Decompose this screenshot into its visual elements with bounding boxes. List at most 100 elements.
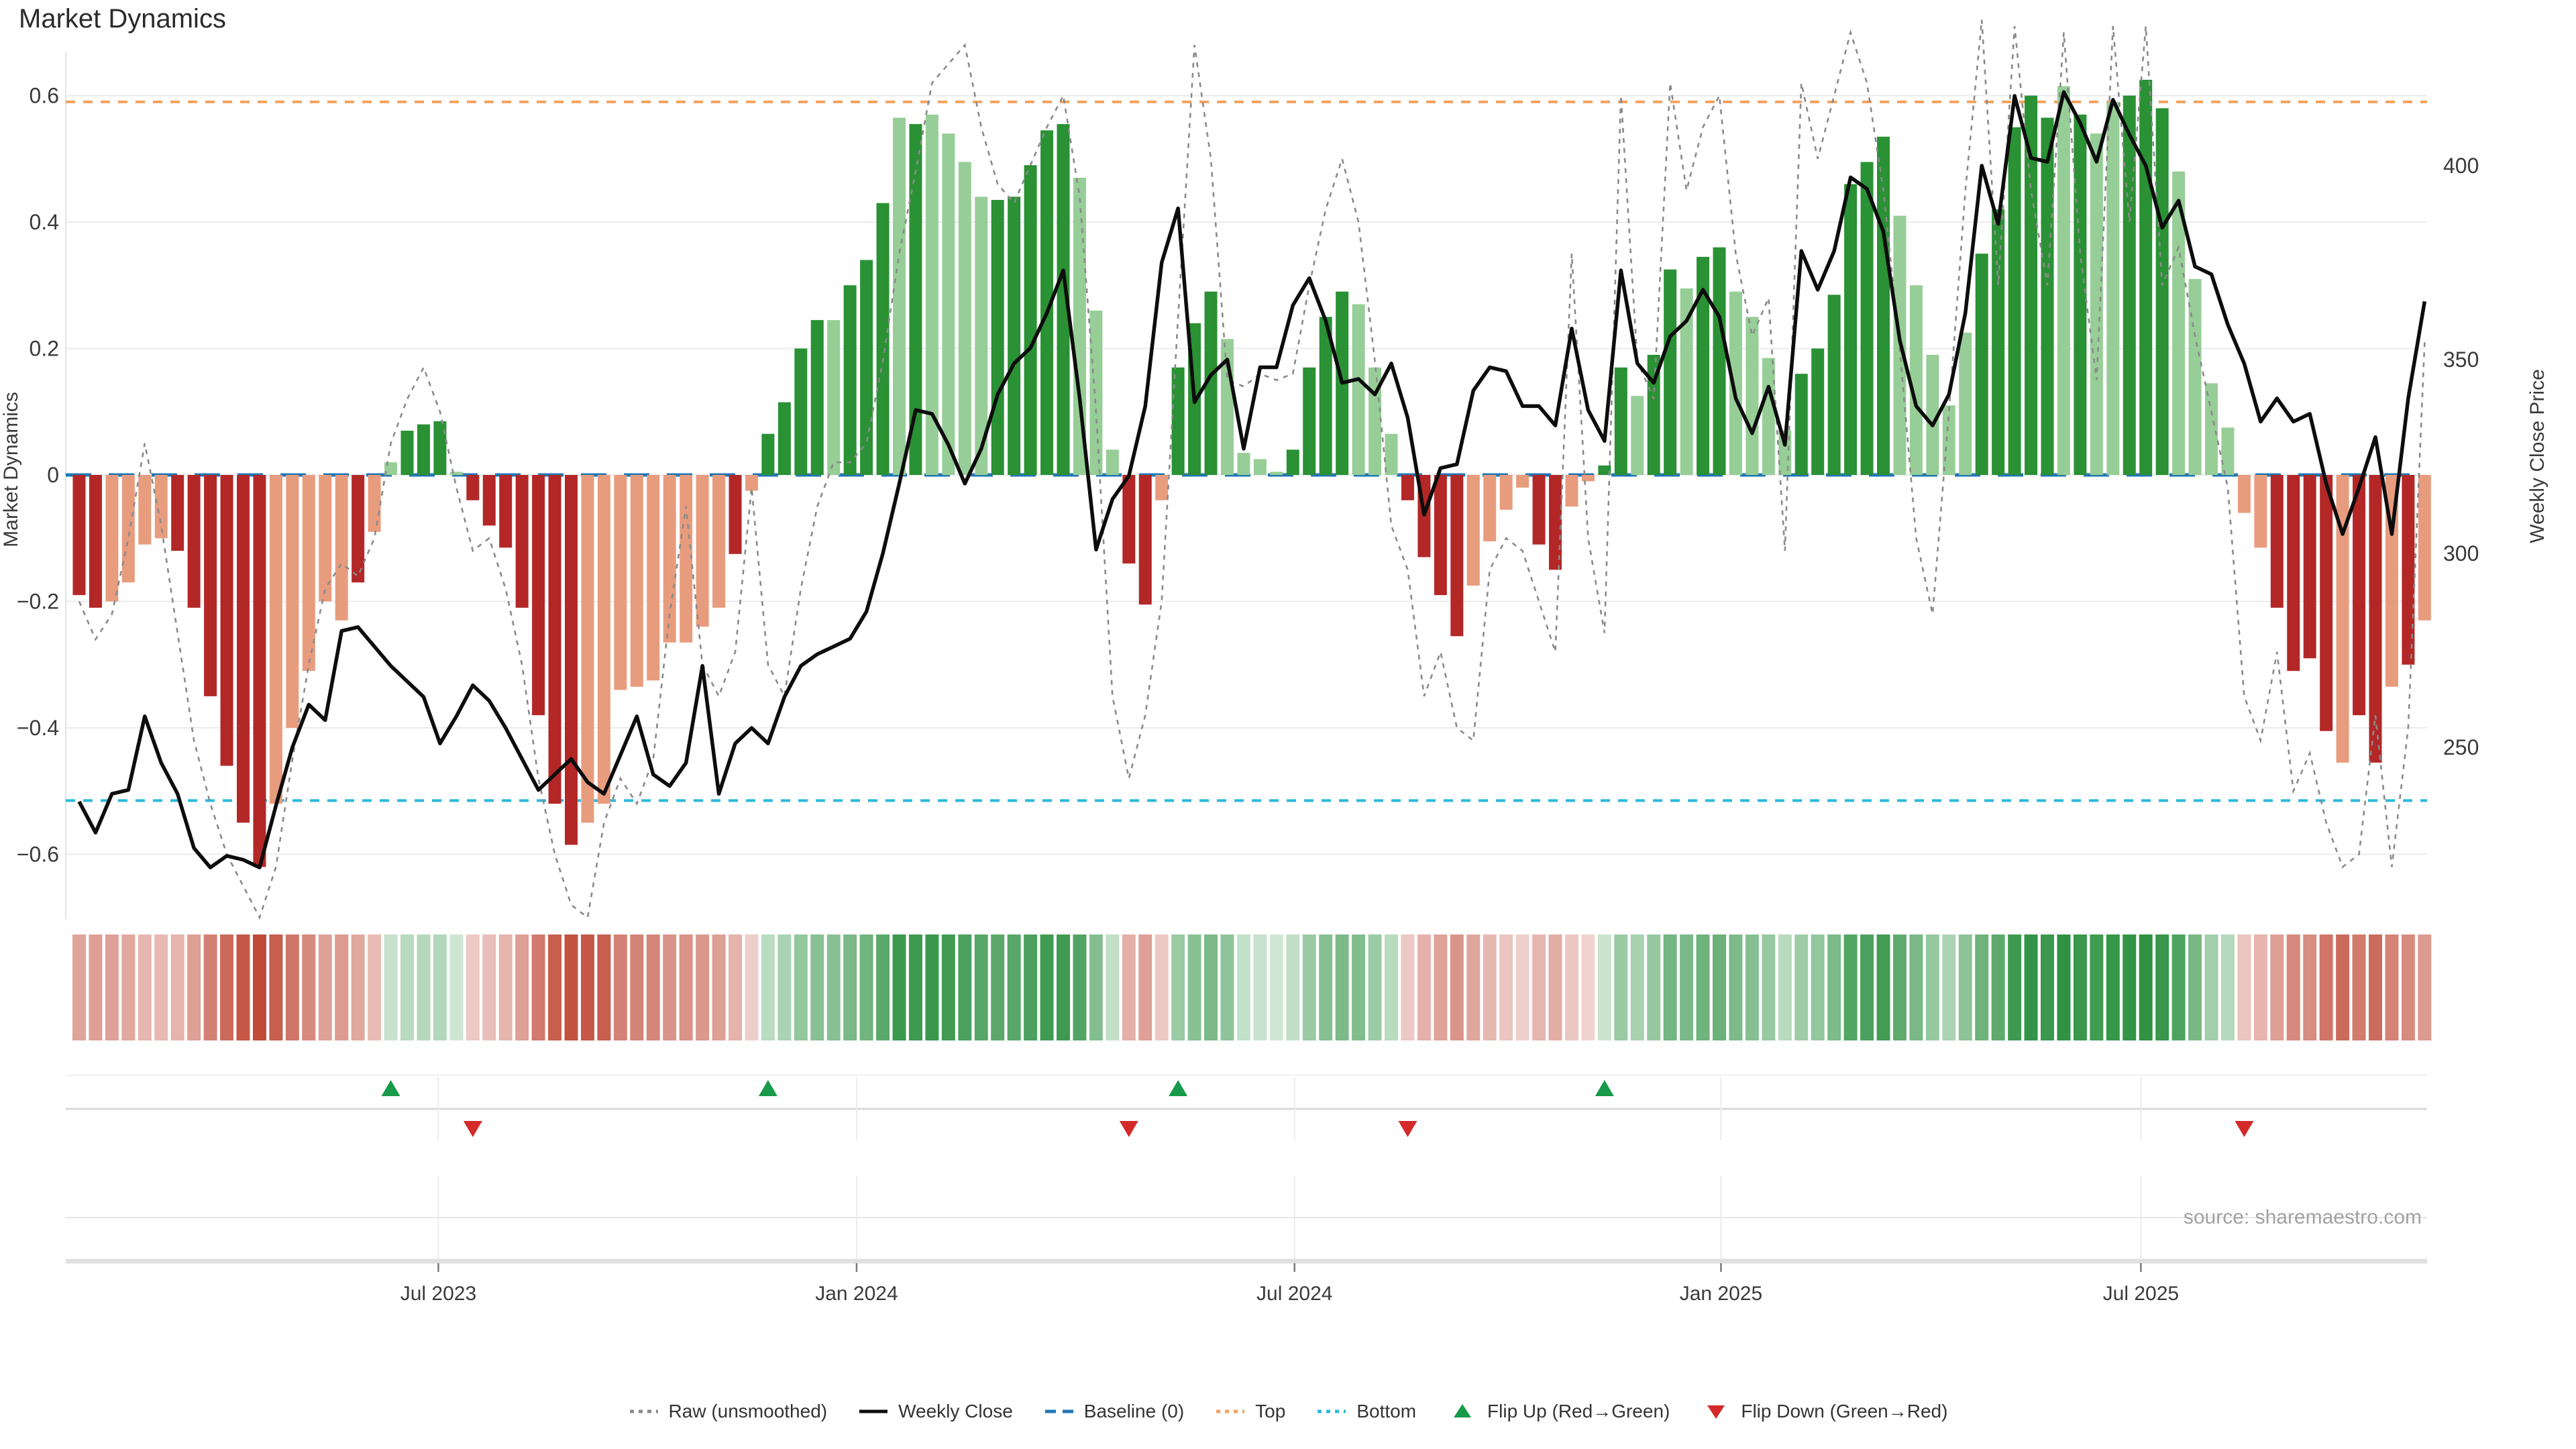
heatmap-cell xyxy=(1892,934,1907,1040)
heatmap-cell xyxy=(1499,934,1513,1040)
heatmap-cell xyxy=(1057,934,1070,1040)
dynamics-bar xyxy=(368,475,381,532)
dynamics-bar xyxy=(1286,449,1299,475)
heatmap-cell xyxy=(1417,934,1431,1040)
heatmap-cell xyxy=(712,934,726,1040)
dynamics-bar xyxy=(335,475,348,621)
heatmap-cell xyxy=(1729,934,1743,1040)
dynamics-bar xyxy=(2188,278,2202,475)
dynamics-bar xyxy=(1794,374,1808,475)
legend-item[interactable]: Flip Up (Red→Green) xyxy=(1447,1401,1670,1422)
dotted-line-icon xyxy=(1216,1409,1245,1413)
dynamics-bar xyxy=(1483,475,1497,541)
dynamics-bar xyxy=(1680,288,1693,475)
dynamics-bar xyxy=(2353,475,2366,716)
dynamics-bar xyxy=(860,260,873,475)
left-tick-label: −0.6 xyxy=(17,843,59,867)
heatmap-cell xyxy=(892,934,906,1040)
legend-item[interactable]: Bottom xyxy=(1316,1401,1416,1422)
flip-up-icon xyxy=(1454,1404,1472,1417)
heatmap-cell xyxy=(515,934,529,1040)
dynamics-bar xyxy=(548,475,561,804)
dynamics-bar xyxy=(630,475,643,687)
legend-item[interactable]: Flip Down (Green→Red) xyxy=(1701,1401,1947,1422)
dynamics-bar xyxy=(761,433,775,475)
heatmap-cell xyxy=(1548,934,1562,1040)
dynamics-bar xyxy=(975,197,988,475)
dynamics-bar xyxy=(515,475,529,608)
dynamics-bar xyxy=(1073,178,1086,475)
dynamics-bar xyxy=(1253,459,1267,475)
heatmap-cell xyxy=(2253,934,2267,1040)
dynamics-bar xyxy=(2418,475,2431,621)
heatmap-cell xyxy=(1975,934,1989,1040)
flip-down-marker xyxy=(463,1121,482,1137)
heatmap-cell xyxy=(1713,934,1726,1040)
right-axis-title: Weekly Close Price xyxy=(2526,369,2548,543)
heatmap-cell xyxy=(1597,934,1611,1040)
flip-up-marker xyxy=(758,1080,777,1096)
dynamics-bar xyxy=(1237,453,1250,475)
heatmap-cell xyxy=(1302,934,1316,1040)
heatmap-cell xyxy=(368,934,382,1040)
x-tick-label: Jul 2023 xyxy=(400,1283,476,1305)
dynamics-bar xyxy=(1516,475,1529,488)
heatmap-cell xyxy=(1909,934,1923,1040)
left-tick-label: 0.2 xyxy=(30,337,59,361)
legend-item[interactable]: Top xyxy=(1215,1401,1285,1422)
dynamics-bar xyxy=(597,475,610,804)
weekly-close-line xyxy=(77,90,2427,869)
dynamics-bar xyxy=(204,475,217,696)
heatmap-cell xyxy=(745,934,759,1040)
left-tick-label: 0 xyxy=(47,463,59,487)
legend-item[interactable]: Raw (unsmoothed) xyxy=(629,1401,828,1422)
flip-up-icon xyxy=(1454,1404,1472,1417)
dynamics-bar xyxy=(154,475,168,539)
dynamics-bar xyxy=(1664,269,1677,475)
legend-item[interactable]: Weekly Close xyxy=(858,1401,1013,1422)
dynamics-bar xyxy=(1827,294,1841,475)
legend-item[interactable]: Baseline (0) xyxy=(1044,1401,1184,1422)
dynamics-bar xyxy=(1385,433,1398,475)
legend-label: Raw (unsmoothed) xyxy=(668,1401,828,1421)
dynamics-bar xyxy=(433,421,447,475)
dynamics-bar xyxy=(1368,367,1382,475)
heatmap-cell xyxy=(1778,934,1792,1040)
heatmap-cell xyxy=(351,934,365,1040)
heatmap-cell xyxy=(89,934,103,1040)
heatmap-cell xyxy=(1236,934,1250,1040)
heatmap-cell xyxy=(580,934,594,1040)
dynamics-bar xyxy=(2237,475,2251,513)
dynamics-bar xyxy=(482,475,496,526)
heatmap-cell xyxy=(564,934,578,1040)
heatmap-cell xyxy=(1401,934,1415,1040)
heatmap-cell xyxy=(236,934,250,1040)
heatmap-cell xyxy=(729,934,742,1040)
dynamics-bar xyxy=(565,475,578,845)
dynamics-bar xyxy=(729,475,742,554)
heatmap-cell xyxy=(531,934,545,1040)
heatmap-cell xyxy=(252,934,266,1040)
dashed-line-icon xyxy=(1044,1409,1073,1413)
dynamics-bar xyxy=(1926,354,1939,475)
heatmap-cell xyxy=(1286,934,1300,1040)
dynamics-bar xyxy=(1270,472,1283,475)
heatmap-cell xyxy=(679,934,693,1040)
right-tick-label: 300 xyxy=(2443,541,2479,566)
weekly-close-line xyxy=(77,90,2427,869)
dynamics-bar xyxy=(909,123,922,476)
heatmap-cell xyxy=(1434,934,1448,1040)
dotted-line-icon xyxy=(629,1409,658,1413)
dynamics-bar xyxy=(2155,108,2169,476)
dynamics-bar xyxy=(220,475,233,766)
legend-label: Baseline (0) xyxy=(1083,1401,1185,1421)
heatmap-cell xyxy=(1106,934,1120,1040)
heatmap-cell xyxy=(1089,934,1103,1040)
dynamics-bar xyxy=(2336,475,2349,763)
right-tick-label: 250 xyxy=(2443,735,2479,759)
flip-up-marker xyxy=(381,1080,400,1096)
dynamics-bar xyxy=(89,475,102,608)
dynamics-bar xyxy=(1155,475,1169,500)
flip-down-marker xyxy=(2235,1121,2254,1137)
dynamics-bar xyxy=(1057,123,1070,476)
